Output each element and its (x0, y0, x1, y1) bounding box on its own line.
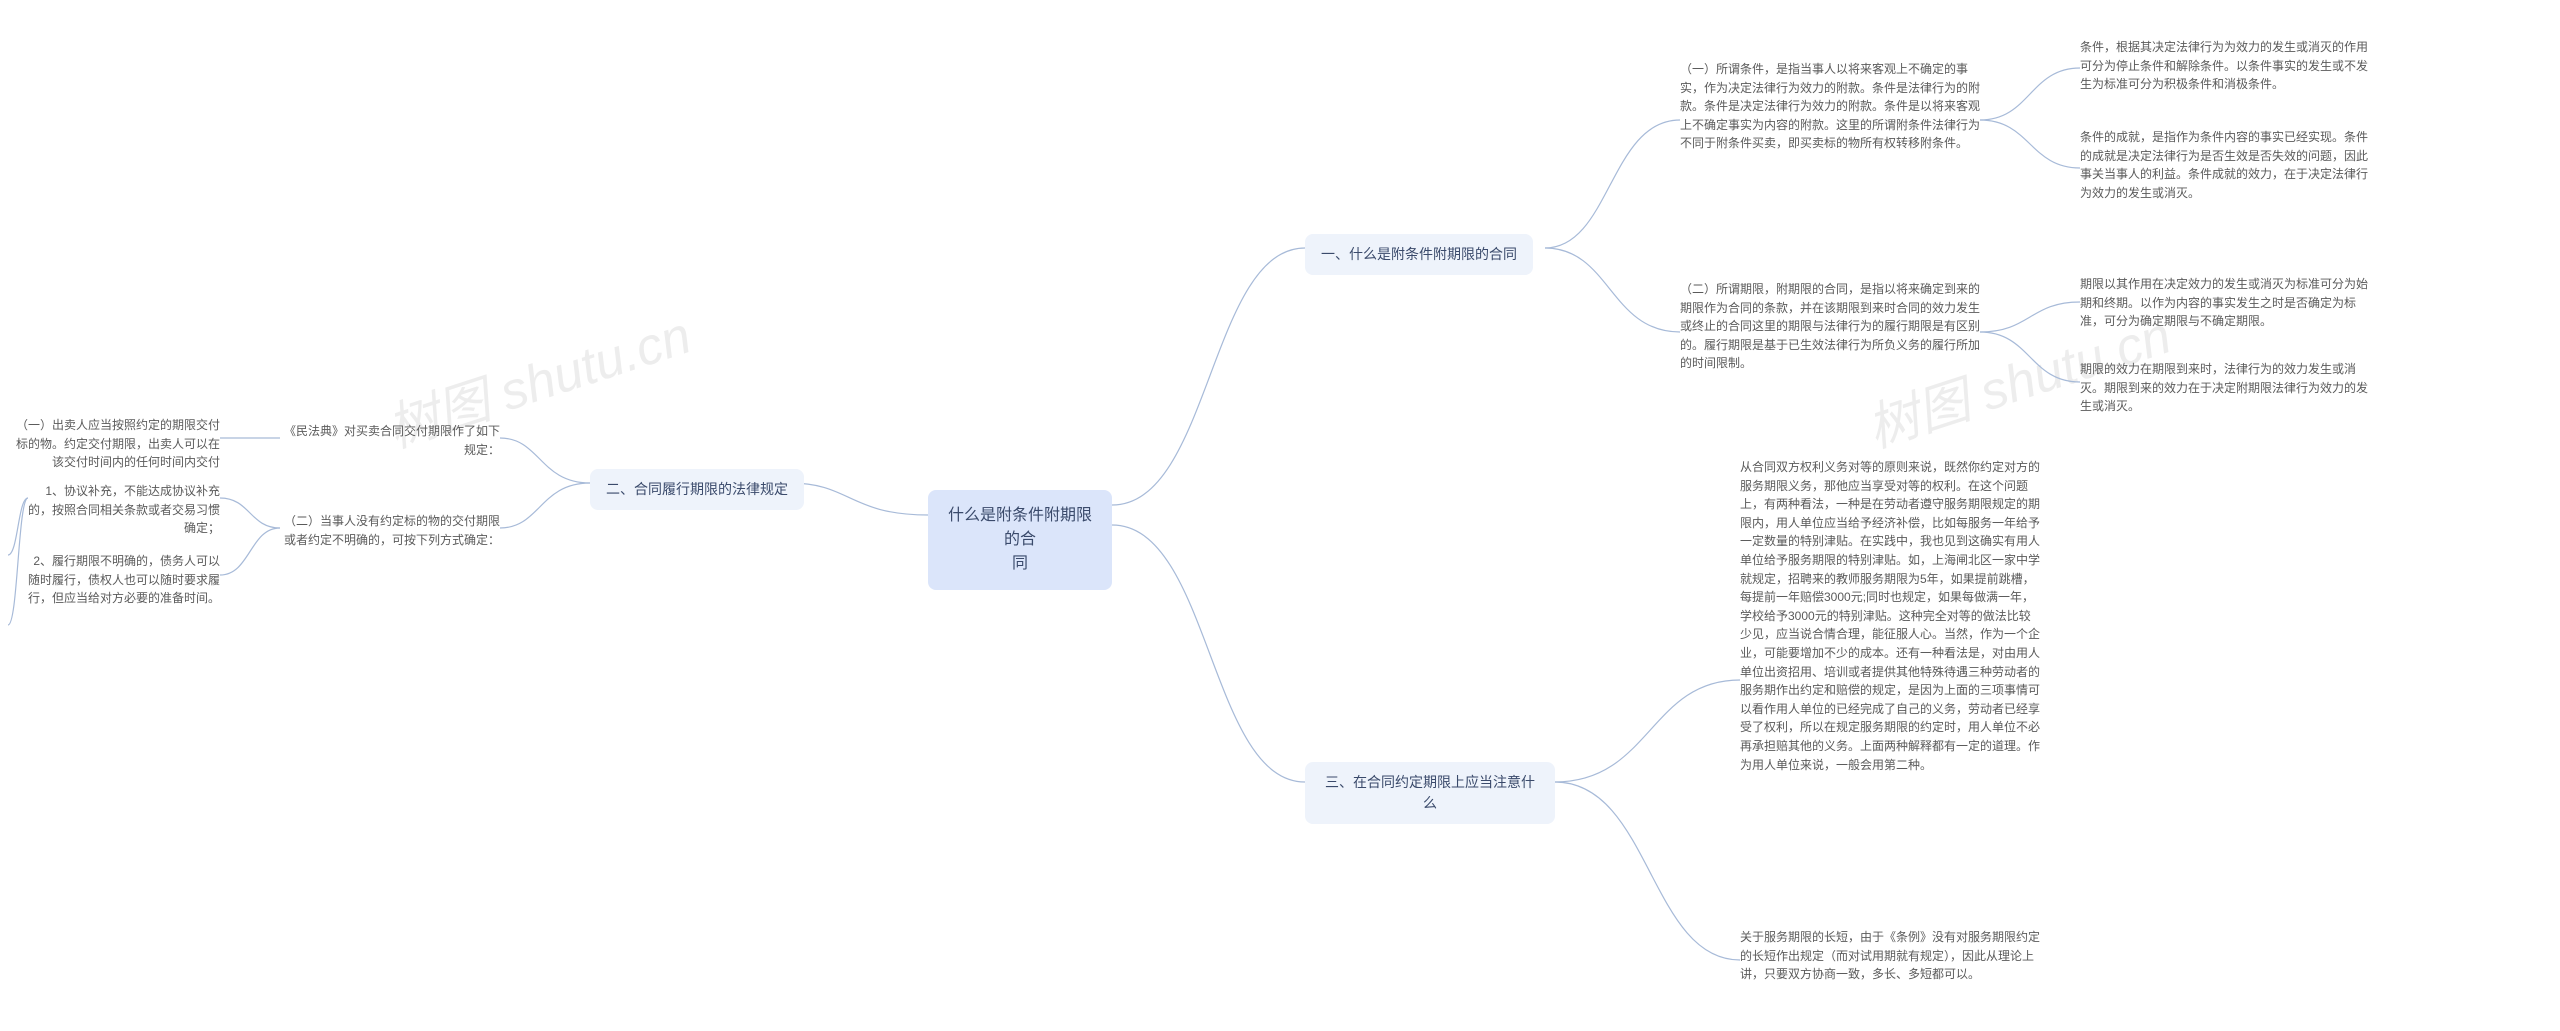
node-2-2a: 1、协议补充，不能达成协议补充的，按照合同相关条款或者交易习惯确定； (28, 482, 220, 538)
branch-3: 三、在合同约定期限上应当注意什 么 (1305, 762, 1555, 824)
node-2-2: （二）当事人没有约定标的物的交付期限或者约定不明确的，可按下列方式确定： (280, 512, 500, 549)
node-2-1: 《民法典》对买卖合同交付期限作了如下规定： (280, 422, 500, 459)
node-1-1b: 条件的成就，是指作为条件内容的事实已经实现。条件的成就是决定法律行为是否生效是否… (2080, 128, 2370, 202)
node-1-2b: 期限的效力在期限到来时，法律行为的效力发生或消灭。期限到来的效力在于决定附期限法… (2080, 360, 2370, 416)
branch-3-l2: 么 (1321, 793, 1539, 814)
node-1-2a: 期限以其作用在决定效力的发生或消灭为标准可分为始期和终期。以作为内容的事实发生之… (2080, 275, 2370, 331)
node-3-1: 从合同双方权利义务对等的原则来说，既然你约定对方的服务期限义务，那他应当享受对等… (1740, 458, 2040, 774)
branch-3-l1: 三、在合同约定期限上应当注意什 (1321, 772, 1539, 793)
node-3-2: 关于服务期限的长短，由于《条例》没有对服务期限约定的长短作出规定（而对试用期就有… (1740, 928, 2040, 984)
node-2-1a: （一）出卖人应当按照约定的期限交付标的物。约定交付期限，出卖人可以在该交付时间内… (15, 416, 220, 472)
branch-2: 二、合同履行期限的法律规定 (590, 469, 804, 510)
node-1-1: （一）所谓条件，是指当事人以将来客观上不确定的事实，作为决定法律行为效力的附款。… (1680, 60, 1980, 153)
root-line2: 同 (948, 552, 1092, 576)
root-node: 什么是附条件附期限的合 同 (928, 490, 1112, 590)
node-1-1a: 条件，根据其决定法律行为为效力的发生或消灭的作用可分为停止条件和解除条件。以条件… (2080, 38, 2370, 94)
node-2-2b: 2、履行期限不明确的，债务人可以随时履行，债权人也可以随时要求履行，但应当给对方… (28, 552, 220, 608)
root-line1: 什么是附条件附期限的合 (948, 504, 1092, 552)
branch-1: 一、什么是附条件附期限的合同 (1305, 234, 1533, 275)
node-1-2: （二）所谓期限，附期限的合同，是指以将来确定到来的期限作为合同的条款，并在该期限… (1680, 280, 1980, 373)
